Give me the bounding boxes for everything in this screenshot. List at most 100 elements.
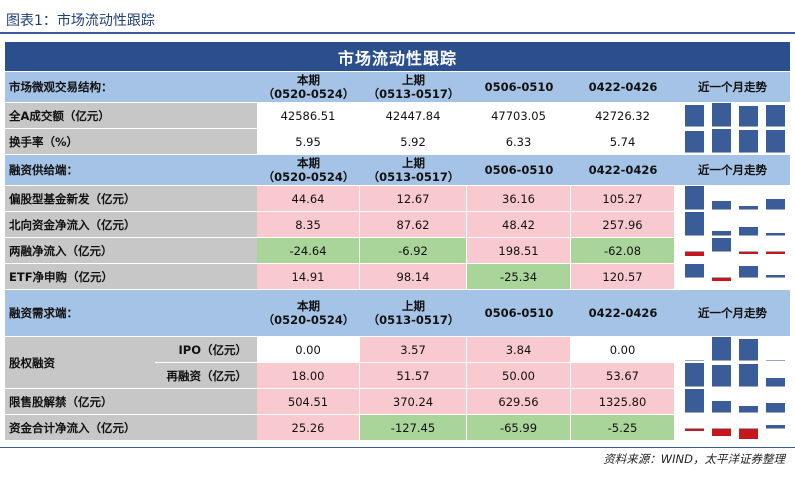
period-header-line2: （0520-0524）	[262, 313, 355, 327]
trend-header: 近一个月走势	[698, 163, 767, 177]
sparkline-bar	[712, 238, 731, 251]
sparkline-baseline	[712, 412, 731, 413]
table-row: ETF净申购（亿元） 14.91 98.14 -25.34 120.57	[5, 264, 790, 289]
liquidity-table: 市场流动性跟踪 市场微观交易结构： 本期 （0520-0524） 上期 （0513-05…	[5, 42, 790, 445]
sparkline-bar	[766, 199, 785, 209]
period-header-line2: （0513-0517）	[367, 170, 460, 184]
period-header-line1: 0422-0426	[588, 306, 658, 320]
trend-sparkline	[675, 129, 790, 154]
sparkline-baseline	[739, 209, 758, 210]
row-label: 全A成交额（亿元）	[5, 103, 257, 128]
sparkline-baseline	[766, 412, 785, 413]
value-cell: 3.57	[360, 337, 467, 362]
period-header-line1: 本期	[297, 156, 320, 170]
period-header: 上期 （0513-0517）	[360, 290, 467, 336]
value-cell: 504.51	[257, 389, 360, 414]
title-rule	[0, 32, 795, 34]
figure-title: 图表1：市场流动性跟踪	[6, 13, 155, 29]
sparkline-bar	[766, 425, 785, 428]
sparkline-baseline	[712, 360, 731, 361]
value-cell: 8.35	[257, 212, 360, 237]
section-header-row: 市场微观交易结构： 本期 （0520-0524） 上期 （0513-0517） 0506-…	[5, 72, 790, 102]
sparkline-bar	[739, 364, 758, 386]
sparkline-baseline	[712, 277, 731, 278]
row-label: 限售股解禁（亿元）	[5, 389, 257, 414]
trend-sparkline	[675, 264, 790, 289]
value-cell: 0.00	[571, 337, 675, 362]
sparkline-baseline	[766, 386, 785, 387]
sparkline-baseline	[685, 360, 704, 361]
trend-sparkline	[675, 415, 790, 440]
sparkline-baseline	[739, 251, 758, 252]
sparkline-bar	[685, 186, 704, 209]
sparkline-bar	[685, 363, 704, 386]
sparkline-bar	[685, 429, 704, 431]
value-cell: 14.91	[257, 264, 360, 289]
sparkline-bar	[712, 103, 731, 126]
sparkline-baseline	[739, 152, 758, 153]
period-header: 本期 （0520-0524）	[257, 155, 360, 185]
period-header: 0422-0426	[571, 290, 675, 336]
sparkline-baseline	[712, 235, 731, 236]
value-cell: 25.26	[257, 415, 360, 440]
row-label: 换手率（%）	[5, 129, 257, 154]
value-cell: -127.45	[360, 415, 467, 440]
sparkline-bar	[766, 130, 785, 152]
sparkline-baseline	[685, 152, 704, 153]
table-row: 资金合计净流入（亿元） 25.26 -127.45 -65.99 -5.25	[5, 415, 790, 440]
trend-sparkline	[675, 186, 790, 211]
sparkline-baseline	[712, 152, 731, 153]
sparkline-bar	[739, 227, 758, 235]
value-cell: 105.27	[571, 186, 675, 211]
sparkline-bar	[685, 389, 704, 412]
value-cell: 12.67	[360, 186, 467, 211]
period-header-line1: 0422-0426	[588, 163, 658, 177]
sparkline-baseline	[685, 412, 704, 413]
source-note: 资料来源：WIND，太平洋证券整理	[603, 452, 785, 466]
sparkline-bar	[766, 105, 785, 126]
table-row: 北向资金净流入（亿元） 8.35 87.62 48.42 257.96	[5, 212, 790, 237]
value-cell: 44.64	[257, 186, 360, 211]
sparkline-bar	[766, 403, 785, 412]
value-cell: 3.84	[467, 337, 571, 362]
period-header-line1: 上期	[402, 299, 425, 313]
sparkline-bar	[685, 264, 704, 277]
table-row: 偏股型基金新发（亿元） 44.64 12.67 36.16 105.27	[5, 186, 790, 211]
row-label: 偏股型基金新发（亿元）	[5, 186, 257, 211]
period-header-line1: 本期	[297, 299, 320, 313]
sparkline-bar	[685, 105, 704, 126]
period-header-line1: 上期	[402, 156, 425, 170]
sparkline-baseline	[739, 235, 758, 236]
value-cell: 5.92	[360, 129, 467, 154]
sparkline-bar	[766, 233, 785, 235]
sparkline-baseline	[766, 152, 785, 153]
sparkline-bar	[712, 337, 731, 360]
table-row: 限售股解禁（亿元） 504.51 370.24 629.56 1325.80	[5, 389, 790, 414]
trend-sparkline	[675, 363, 790, 388]
sparkline-bar	[685, 252, 704, 256]
period-header: 0506-0510	[467, 155, 571, 185]
sparkline-bar	[766, 252, 785, 254]
value-cell: 98.14	[360, 264, 467, 289]
sparkline-baseline	[712, 386, 731, 387]
sparkline-baseline	[712, 251, 731, 252]
sparkline-bar	[766, 378, 785, 386]
sparkline-baseline	[685, 235, 704, 236]
period-header: 上期 （0513-0517）	[360, 155, 467, 185]
value-cell: -25.34	[467, 264, 571, 289]
trend-sparkline	[675, 389, 790, 414]
period-header: 本期 （0520-0524）	[257, 72, 360, 102]
period-header: 本期 （0520-0524）	[257, 290, 360, 336]
trend-sparkline	[675, 238, 790, 263]
period-header: 0506-0510	[467, 290, 571, 336]
sparkline-baseline	[766, 428, 785, 429]
sparkline-baseline	[685, 126, 704, 127]
table-row: IPO（亿元） 0.00 3.57 3.84 0.00	[5, 337, 790, 362]
value-cell: 42726.32	[571, 103, 675, 128]
sparkline-bar	[739, 266, 758, 277]
trend-sparkline	[675, 212, 790, 237]
sparkline-baseline	[766, 209, 785, 210]
value-cell: -65.99	[467, 415, 571, 440]
trend-header: 近一个月走势	[698, 306, 767, 320]
period-header-line1: 本期	[297, 73, 320, 87]
